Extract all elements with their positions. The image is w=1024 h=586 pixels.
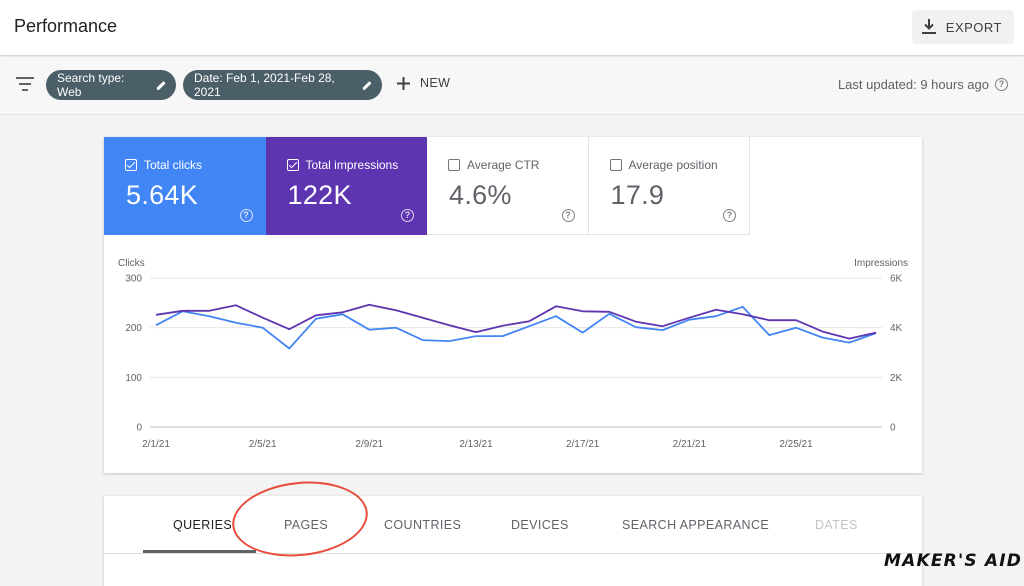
metric-label-row: Average position	[609, 158, 718, 172]
metric-average-ctr[interactable]: Average CTR 4.6% ?	[427, 137, 589, 235]
right-tick-label: 6K	[890, 274, 903, 285]
metric-total-clicks[interactable]: Total clicks 5.64K ?	[104, 137, 266, 235]
help-icon[interactable]: ?	[723, 209, 736, 222]
x-tick-label: 2/21/21	[673, 439, 707, 450]
metric-label-row: Total impressions	[286, 158, 399, 172]
impressions-series-line	[155, 303, 877, 340]
performance-card: Total clicks 5.64K ? Total impressions 1…	[104, 137, 922, 473]
watermark-logo: MAKER'S AID	[884, 551, 1023, 571]
search-type-chip-label: Search type: Web	[57, 71, 125, 99]
metric-average-position[interactable]: Average position 17.9 ?	[588, 137, 750, 235]
x-tick-label: 2/9/21	[355, 439, 383, 450]
last-updated-text: Last updated: 9 hours ago	[837, 77, 989, 92]
metric-value: 122K	[287, 180, 352, 210]
tabs-divider	[104, 553, 922, 554]
date-range-chip-label: Date: Feb 1, 2021-Feb 28, 2021	[194, 71, 335, 99]
metric-label: Average position	[628, 158, 718, 172]
x-tick-label: 2/13/21	[459, 439, 493, 450]
left-tick-label: 300	[125, 274, 142, 285]
right-tick-label: 0	[890, 423, 896, 434]
export-label: EXPORT	[945, 19, 1002, 35]
checkbox-checked-icon	[286, 159, 299, 171]
help-icon[interactable]: ?	[401, 209, 414, 222]
clicks-series-line	[155, 305, 877, 350]
x-tick-label: 2/25/21	[779, 439, 813, 450]
checkbox-unchecked-icon	[609, 159, 622, 171]
filter-bar: Search type: Web Date: Feb 1, 2021-Feb 2…	[0, 57, 1024, 115]
metric-label-row: Average CTR	[448, 158, 539, 172]
page-title: Performance	[14, 16, 118, 36]
tab-dates[interactable]: DATES	[815, 518, 858, 532]
edit-icon	[362, 80, 372, 90]
metric-tiles: Total clicks 5.64K ? Total impressions 1…	[104, 137, 750, 235]
search-type-chip[interactable]: Search type: Web	[46, 70, 176, 100]
right-tick-label: 2K	[890, 373, 903, 384]
tab-search-appearance[interactable]: SEARCH APPEARANCE	[622, 518, 770, 532]
new-filter-button[interactable]: NEW	[397, 76, 450, 90]
help-icon[interactable]: ?	[239, 209, 253, 222]
metric-total-impressions[interactable]: Total impressions 122K ?	[265, 137, 427, 235]
active-tab-indicator	[143, 550, 256, 553]
tab-countries[interactable]: COUNTRIES	[384, 518, 462, 532]
left-tick-label: 200	[125, 323, 142, 334]
metric-label: Average CTR	[467, 158, 540, 172]
help-icon[interactable]: ?	[561, 209, 575, 222]
left-tick-label: 100	[125, 373, 142, 384]
metric-value: 5.64K	[126, 180, 199, 210]
performance-chart: Clicks Impressions 300 6K 200 4K 100 2K 0 0 2/1/…	[104, 249, 922, 469]
checkbox-unchecked-icon	[448, 159, 460, 171]
tab-queries[interactable]: QUERIES	[173, 518, 233, 532]
plus-icon	[397, 76, 410, 90]
tab-pages[interactable]: PAGES	[284, 518, 329, 532]
date-range-chip[interactable]: Date: Feb 1, 2021-Feb 28, 2021	[183, 70, 382, 100]
app-header: Performance EXPORT	[0, 0, 1024, 56]
metric-label: Total impressions	[305, 158, 399, 172]
export-button[interactable]: EXPORT	[911, 10, 1014, 44]
new-filter-label: NEW	[420, 76, 451, 90]
filter-icon[interactable]	[16, 77, 34, 91]
edit-icon	[156, 80, 166, 90]
help-icon[interactable]: ?	[995, 78, 1008, 91]
last-updated-status: Last updated: 9 hours ago ?	[838, 77, 1008, 92]
metric-value: 17.9	[610, 180, 665, 210]
left-tick-label: 0	[136, 423, 142, 434]
metric-value: 4.6%	[449, 180, 512, 210]
x-tick-label: 2/5/21	[249, 439, 277, 450]
tab-devices[interactable]: DEVICES	[511, 518, 569, 532]
download-icon	[921, 19, 936, 34]
x-tick-label: 2/1/21	[142, 439, 170, 450]
metric-label: Total clicks	[144, 158, 203, 172]
x-tick-label: 2/17/21	[566, 439, 600, 450]
right-tick-label: 4K	[890, 323, 903, 334]
right-axis-title: Impressions	[854, 258, 908, 269]
dimension-tabs-card: QUERIES PAGES COUNTRIES DEVICES SEARCH A…	[104, 496, 922, 586]
metric-label-row: Total clicks	[125, 158, 202, 172]
checkbox-checked-icon	[125, 159, 137, 171]
left-axis-title: Clicks	[118, 258, 145, 269]
